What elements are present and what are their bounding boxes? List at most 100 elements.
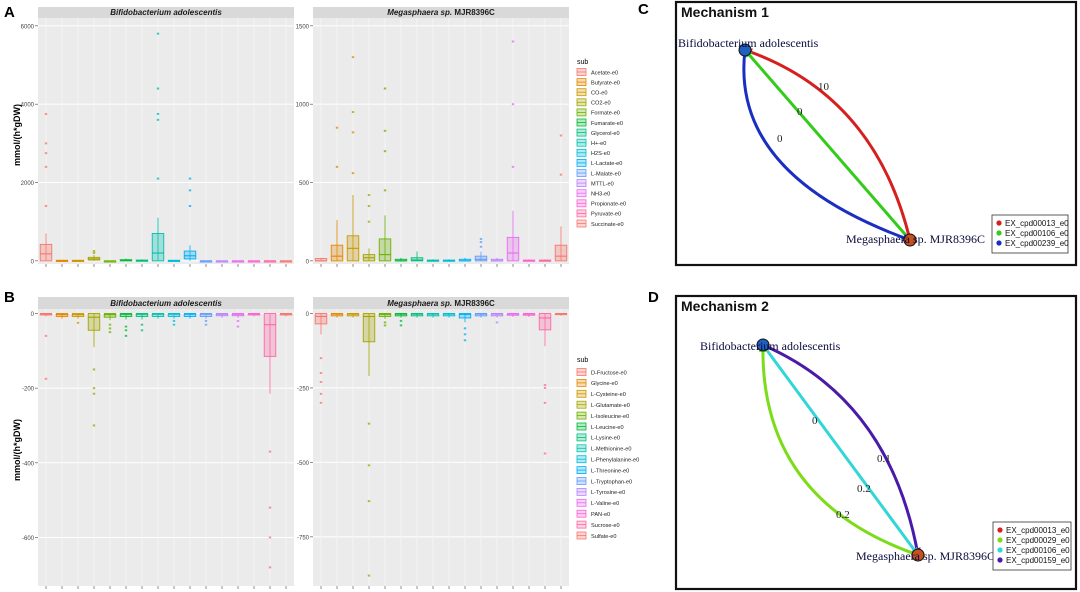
box — [458, 313, 472, 319]
box-outlier — [140, 323, 144, 326]
facet-strip — [38, 297, 294, 309]
legend-label: L-Lysine-e0 — [591, 436, 620, 442]
box-outlier — [92, 368, 96, 371]
y-tick-label: 1500 — [296, 24, 310, 30]
y-tick-label: 500 — [299, 181, 310, 187]
y-tick-label: 1000 — [296, 103, 310, 109]
box-outlier — [367, 205, 371, 208]
box — [410, 313, 424, 317]
legend-title-a: sub — [577, 59, 588, 66]
node-label: Bifidobacterium adolescentis — [678, 36, 819, 50]
legend-label: L-Cysteine-e0 — [591, 392, 626, 398]
box-outlier — [511, 103, 515, 106]
box-outlier — [188, 205, 192, 208]
network-edge — [761, 344, 920, 556]
box-outlier — [204, 323, 208, 326]
box-outlier — [44, 205, 48, 208]
box-outlier — [351, 56, 355, 59]
box-outlier — [236, 325, 240, 328]
plot-background — [38, 18, 294, 264]
panel-letter-b: B — [4, 289, 15, 306]
legend-label: L-Leucine-e0 — [591, 425, 624, 431]
legend-label: L-Threonine-e0 — [591, 468, 629, 474]
box-outlier — [124, 334, 128, 337]
box-outlier — [383, 189, 387, 192]
box — [394, 313, 408, 317]
y-tick-label: -200 — [22, 387, 35, 393]
legend-label: Propionate-e0 — [591, 202, 626, 208]
edge-label: 0 — [812, 415, 818, 427]
box-outlier — [383, 129, 387, 132]
y-tick-label: -600 — [22, 536, 35, 542]
box — [314, 313, 328, 325]
legend-dot — [997, 547, 1003, 553]
network-legend — [992, 521, 1072, 571]
legend-label: Acetate-e0 — [591, 70, 618, 76]
box-outlier — [383, 150, 387, 153]
facet-title-plain: MJR8396C — [452, 299, 495, 308]
plot-background — [38, 309, 294, 586]
box — [490, 313, 504, 317]
y-tick-label: 0 — [31, 312, 35, 318]
box-outlier — [76, 321, 80, 324]
box-outlier — [351, 131, 355, 134]
box-outlier — [367, 574, 371, 577]
y-axis-label: mmol/(h*gDW) — [12, 104, 22, 166]
panel-letter-c: C — [638, 1, 649, 18]
box-outlier — [367, 500, 371, 503]
box-outlier — [511, 165, 515, 168]
legend-label: Sulfate-e0 — [591, 534, 617, 540]
facet-strip — [313, 297, 569, 309]
box — [103, 313, 117, 318]
box-outlier — [44, 112, 48, 115]
box-outlier — [108, 331, 112, 334]
facet-title-italic: Megasphaera sp. — [387, 8, 452, 17]
legend-label: EX_cpd00106_e0 — [1005, 229, 1069, 238]
box-outlier — [204, 319, 208, 322]
box-outlier — [188, 177, 192, 180]
box-outlier — [319, 392, 323, 395]
legend-title-b: sub — [577, 357, 588, 364]
box — [183, 313, 197, 317]
y-tick-label: 2000 — [21, 181, 35, 187]
network-edge — [742, 49, 911, 242]
network-title: Mechanism 2 — [681, 298, 769, 314]
box-outlier — [511, 40, 515, 43]
legend-label: EX_cpd00029_e0 — [1006, 536, 1070, 545]
box-outlier — [108, 327, 112, 330]
legend-label: D-Fructose-e0 — [591, 370, 627, 376]
box-outlier — [319, 357, 323, 360]
box-outlier — [92, 252, 96, 255]
network-title: Mechanism 1 — [681, 4, 769, 20]
facet-title: Megasphaera sp. MJR8396C — [387, 299, 495, 308]
legend-label: L-Isoleucine-e0 — [591, 414, 629, 420]
network-legend — [991, 214, 1069, 254]
box — [410, 257, 424, 262]
box-outlier — [383, 324, 387, 327]
box — [183, 250, 197, 260]
box-outlier — [559, 134, 563, 137]
box-outlier — [335, 165, 339, 168]
box — [199, 313, 213, 317]
box-outlier — [319, 401, 323, 404]
box — [346, 313, 360, 317]
y-tick-label: 0 — [306, 259, 310, 265]
box-outlier — [108, 323, 112, 326]
box-outlier — [383, 87, 387, 90]
box-outlier — [92, 387, 96, 390]
box-outlier — [559, 173, 563, 176]
legend-dot — [997, 557, 1003, 563]
y-axis-label: mmol/(h*gDW) — [12, 419, 22, 481]
box — [554, 244, 568, 262]
box-outlier — [367, 220, 371, 223]
edge-label: 0.2 — [836, 509, 850, 521]
box-outlier — [543, 383, 547, 386]
box — [87, 313, 101, 331]
network-edge — [744, 48, 912, 241]
plot-background — [313, 18, 569, 264]
legend-label: EX_cpd00239_e0 — [1005, 239, 1069, 248]
box-outlier — [479, 245, 483, 248]
edge-label: 0.2 — [857, 483, 871, 495]
legend-label: L-Valine-e0 — [591, 501, 619, 507]
box — [151, 232, 165, 262]
